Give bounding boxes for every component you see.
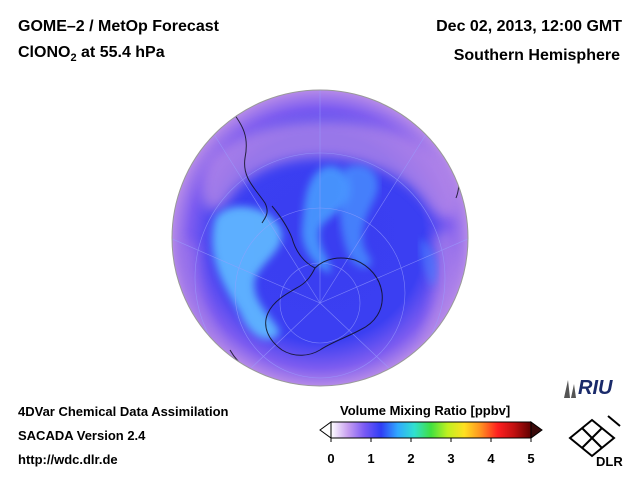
colorbar-under-arrow (319, 421, 332, 439)
colorbar: 0 1 2 3 4 5 (319, 421, 543, 466)
dlr-logo: DLR (568, 415, 623, 469)
colorbar-tick-label-0: 0 (327, 451, 334, 466)
high-band (201, 120, 459, 219)
colorbar-bar (330, 421, 532, 439)
low-area-west (212, 206, 282, 340)
species-subscript: 2 (70, 52, 77, 65)
high-band-right (420, 228, 459, 348)
coast-antarctic-peninsula (271, 205, 316, 269)
colorbar-tick-label-5: 5 (527, 451, 534, 466)
dlr-logo-text: DLR (596, 454, 623, 469)
dlr-logo-mark (568, 415, 621, 458)
riu-logo: RIU (564, 377, 613, 399)
riu-logo-mark (564, 380, 576, 398)
riu-logo-text: RIU (578, 377, 613, 399)
low-area-lobe (419, 238, 438, 288)
low-area-center (301, 166, 351, 273)
colorbar-tick-label-1: 1 (367, 451, 374, 466)
species-title: ClONO2 at 55.4 hPa (18, 44, 165, 64)
colorbar-title: Volume Mixing Ratio [ppbv] (340, 403, 511, 418)
species-name: ClONO (18, 44, 71, 61)
region: Southern Hemisphere (453, 47, 620, 64)
species-level: at 55.4 hPa (76, 44, 165, 61)
footer-line1: 4DVar Chemical Data Assimilation (18, 404, 229, 419)
globe-map (171, 89, 469, 387)
colorbar-tick-label-2: 2 (407, 451, 414, 466)
colorbar-tick-label-3: 3 (447, 451, 454, 466)
datetime: Dec 02, 2013, 12:00 GMT (436, 18, 622, 35)
globe-outline (171, 89, 469, 387)
coast-antarctica (265, 257, 383, 356)
title-line1: GOME–2 / MetOp Forecast (18, 18, 219, 35)
high-band-left (179, 238, 230, 368)
footer-line3[interactable]: http://wdc.dlr.de (18, 452, 118, 467)
low-area-east (339, 165, 379, 268)
colorbar-tick-label-4: 4 (487, 451, 495, 466)
coast-south-america (229, 107, 268, 224)
footer-line2: SACADA Version 2.4 (18, 428, 146, 443)
colorbar-over-arrow (530, 421, 543, 439)
